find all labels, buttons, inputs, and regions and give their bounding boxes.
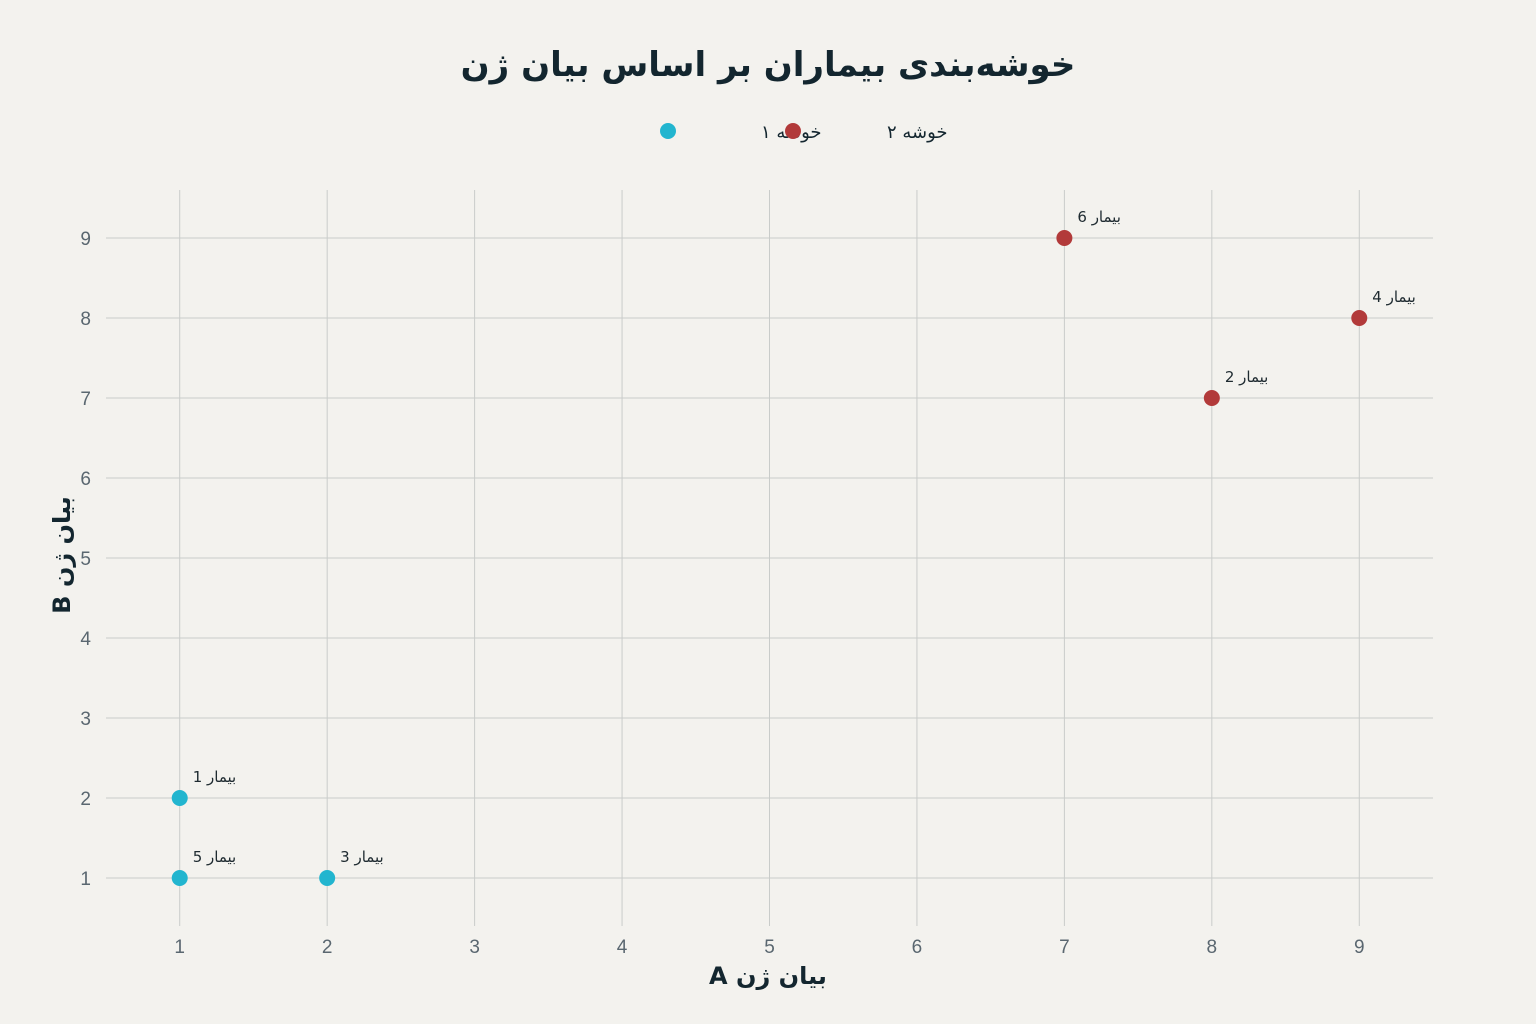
point-label-cluster-1-1: بیمار 1 xyxy=(193,768,237,786)
legend-marker-cluster-1 xyxy=(660,123,676,139)
x-tick-label-4: 4 xyxy=(617,937,628,958)
y-axis-ticks: 1 2 3 4 5 6 7 8 9 xyxy=(80,229,91,890)
x-tick-label-1: 1 xyxy=(174,937,185,958)
data-point-cluster-1-1[interactable] xyxy=(171,790,188,806)
point-labels: بیمار 1 بیمار 3 بیمار 5 بیمار 2 بیمار 4 بیمار… xyxy=(193,208,1416,866)
x-axis-ticks: 1 2 3 4 5 6 7 8 9 xyxy=(174,937,1364,958)
point-label-cluster-1-2: بیمار 3 xyxy=(340,848,384,866)
y-tick-label-4: 4 xyxy=(80,629,91,650)
x-tick-label-9: 9 xyxy=(1354,937,1365,958)
data-point-cluster-2-1[interactable] xyxy=(1203,390,1220,406)
point-label-cluster-2-3: بیمار 6 xyxy=(1077,208,1121,226)
data-point-cluster-1-2[interactable] xyxy=(319,870,336,886)
legend: خوشه ۱ خوشه ۲ xyxy=(660,122,948,143)
data-point-cluster-2-3[interactable] xyxy=(1056,230,1073,246)
x-tick-label-5: 5 xyxy=(764,937,775,958)
legend-item-cluster-2[interactable]: خوشه ۲ xyxy=(785,122,948,143)
data-point-cluster-1-3[interactable] xyxy=(171,870,188,886)
point-label-cluster-2-1: بیمار 2 xyxy=(1225,368,1269,386)
y-tick-label-9: 9 xyxy=(80,229,91,250)
point-label-cluster-1-3: بیمار 5 xyxy=(193,848,237,866)
y-tick-label-6: 6 xyxy=(80,469,91,490)
y-tick-label-5: 5 xyxy=(80,549,91,570)
gridlines xyxy=(106,190,1433,926)
y-tick-label-2: 2 xyxy=(80,789,91,810)
x-tick-label-8: 8 xyxy=(1207,937,1218,958)
y-tick-label-8: 8 xyxy=(80,309,91,330)
x-axis-label: بیان ژن A xyxy=(709,962,827,990)
chart-title: خوشه‌بندی بیماران بر اساس بیان ژن xyxy=(461,45,1076,85)
x-tick-label-2: 2 xyxy=(322,937,333,958)
y-axis-label: بیان ژن B xyxy=(48,496,76,614)
data-points xyxy=(171,230,1368,886)
point-label-cluster-2-2: بیمار 4 xyxy=(1372,288,1416,306)
x-tick-label-3: 3 xyxy=(469,937,480,958)
y-tick-label-7: 7 xyxy=(80,389,91,410)
data-point-cluster-2-2[interactable] xyxy=(1351,310,1368,326)
x-tick-label-6: 6 xyxy=(912,937,923,958)
legend-label-cluster-2: خوشه ۲ xyxy=(887,122,948,143)
x-tick-label-7: 7 xyxy=(1059,937,1070,958)
y-tick-label-1: 1 xyxy=(80,869,91,890)
y-tick-label-3: 3 xyxy=(80,709,91,730)
legend-marker-cluster-2 xyxy=(785,123,801,139)
